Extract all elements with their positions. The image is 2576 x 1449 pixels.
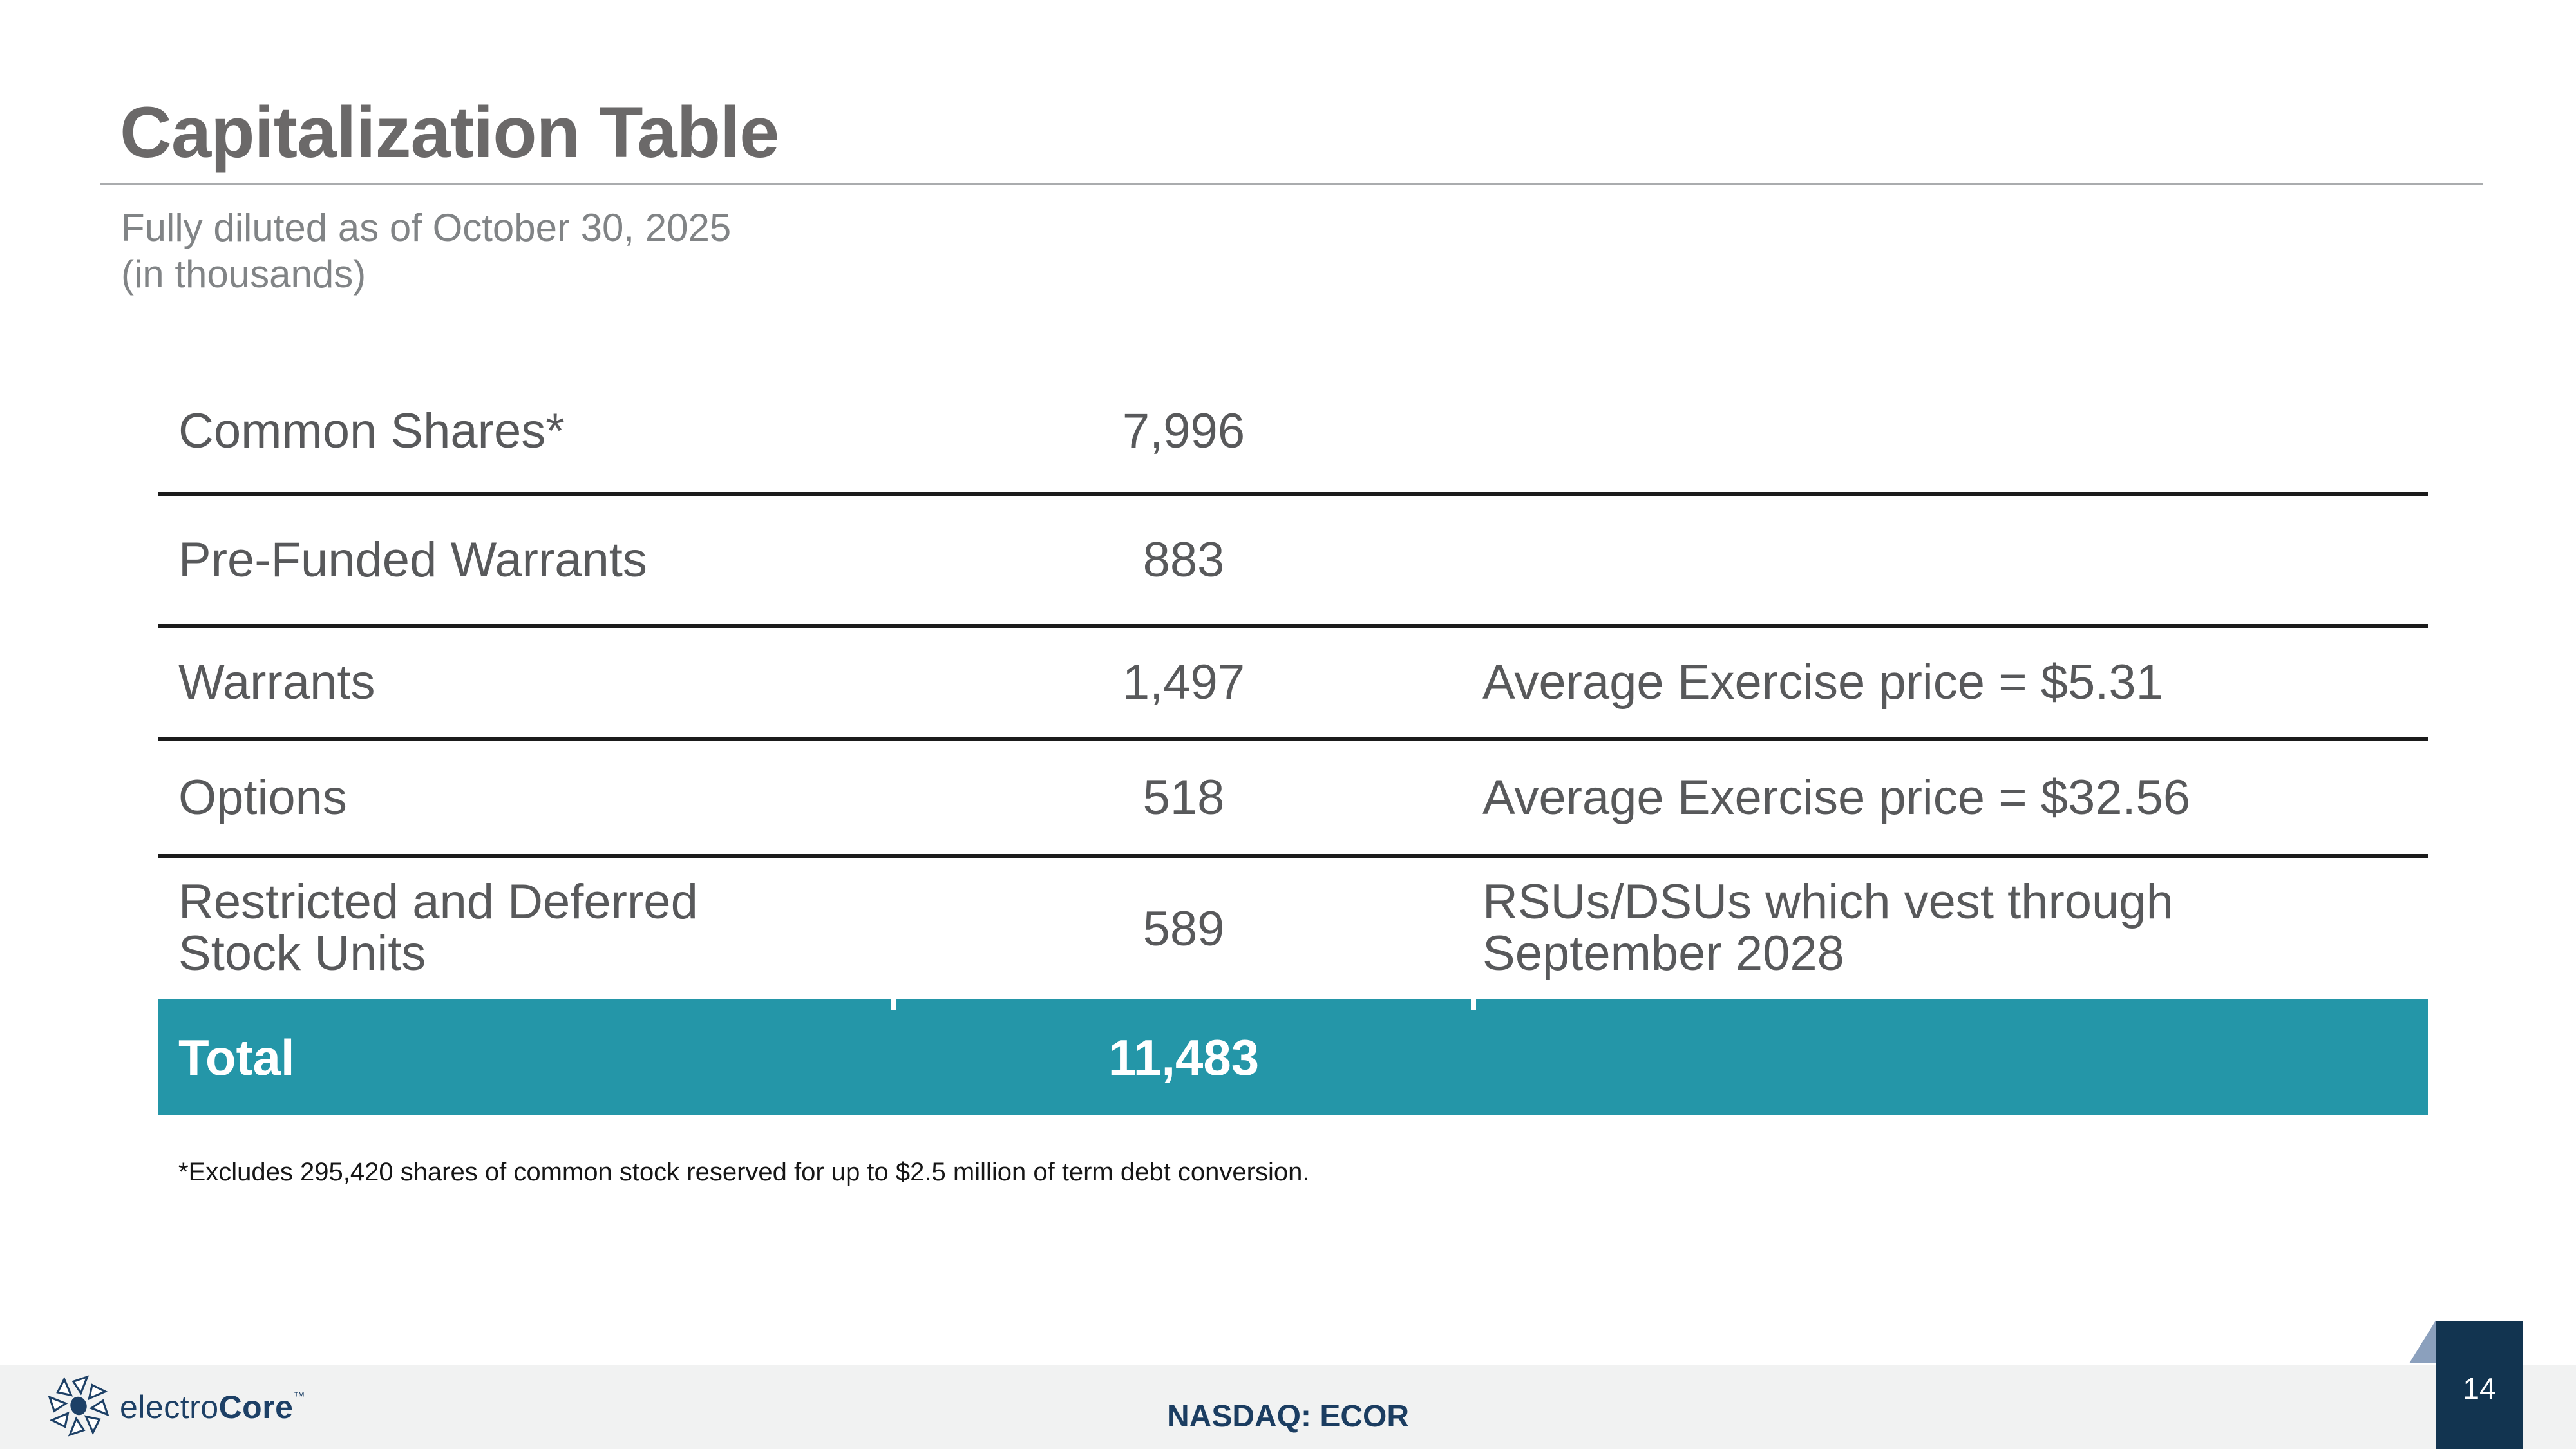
table-row: Pre-Funded Warrants 883 xyxy=(158,496,2428,628)
table-row: Warrants 1,497 Average Exercise price = … xyxy=(158,628,2428,741)
electrocore-logo: electroCore™ xyxy=(44,1372,305,1443)
table-row: Common Shares* 7,996 xyxy=(158,370,2428,496)
electrocore-wordmark: electroCore™ xyxy=(120,1388,305,1426)
row-label: Warrants xyxy=(178,655,375,710)
column-divider-tick xyxy=(891,999,896,1010)
row-note: RSUs/DSUs which vest through September 2… xyxy=(1482,874,2174,981)
row-label: Common Shares* xyxy=(178,404,565,459)
row-label: Options xyxy=(178,770,347,825)
page-tab: 14 xyxy=(2436,1321,2523,1449)
page-number: 14 xyxy=(2463,1372,2496,1405)
total-row: Total 11,483 xyxy=(158,999,2428,1115)
row-label-cell: Restricted and Deferred Stock Units xyxy=(158,876,894,981)
total-label: Total xyxy=(178,1028,295,1086)
title-divider xyxy=(100,183,2483,185)
row-label-cell: Options xyxy=(158,770,894,826)
subtitle: Fully diluted as of October 30, 2025 (in… xyxy=(121,205,731,298)
page-title: Capitalization Table xyxy=(120,92,779,173)
row-note-cell: Average Exercise price = $32.56 xyxy=(1473,770,2428,826)
row-note-cell: Average Exercise price = $5.31 xyxy=(1473,654,2428,710)
row-note: Average Exercise price = $5.31 xyxy=(1482,655,2163,710)
row-value: 518 xyxy=(1142,770,1225,825)
footer-bar xyxy=(0,1365,2576,1449)
total-value: 11,483 xyxy=(1108,1028,1260,1086)
ticker-label: NASDAQ: ECOR xyxy=(1166,1399,1409,1434)
row-value: 7,996 xyxy=(1122,404,1245,459)
trademark-symbol: ™ xyxy=(293,1390,305,1403)
electrocore-sunburst-icon xyxy=(44,1371,113,1444)
logo-text-regular: electro xyxy=(120,1389,219,1425)
table-row: Options 518 Average Exercise price = $32… xyxy=(158,741,2428,858)
cap-table: Common Shares* 7,996 Pre-Funded Warrants… xyxy=(158,370,2428,1115)
table-row: Restricted and Deferred Stock Units 589 … xyxy=(158,858,2428,999)
row-label-cell: Pre-Funded Warrants xyxy=(158,532,894,588)
row-label-cell: Warrants xyxy=(158,654,894,710)
row-note: Average Exercise price = $32.56 xyxy=(1482,770,2191,825)
page-tab-fold xyxy=(2409,1320,2436,1363)
row-note-cell: RSUs/DSUs which vest through September 2… xyxy=(1473,876,2428,981)
row-value: 1,497 xyxy=(1122,655,1245,710)
subtitle-line-1: Fully diluted as of October 30, 2025 xyxy=(121,206,732,249)
row-label-cell: Common Shares* xyxy=(158,403,894,459)
row-value: 589 xyxy=(1142,901,1225,956)
column-divider-tick xyxy=(1471,999,1476,1010)
logo-text-bold: Core xyxy=(218,1389,294,1425)
footnote: *Excludes 295,420 shares of common stock… xyxy=(178,1158,1310,1186)
subtitle-line-2: (in thousands) xyxy=(121,252,366,296)
row-note-cell xyxy=(1473,403,2428,459)
row-label: Pre-Funded Warrants xyxy=(178,533,647,587)
row-value: 883 xyxy=(1142,533,1225,587)
row-label: Restricted and Deferred Stock Units xyxy=(178,874,698,981)
row-note-cell xyxy=(1473,532,2428,588)
